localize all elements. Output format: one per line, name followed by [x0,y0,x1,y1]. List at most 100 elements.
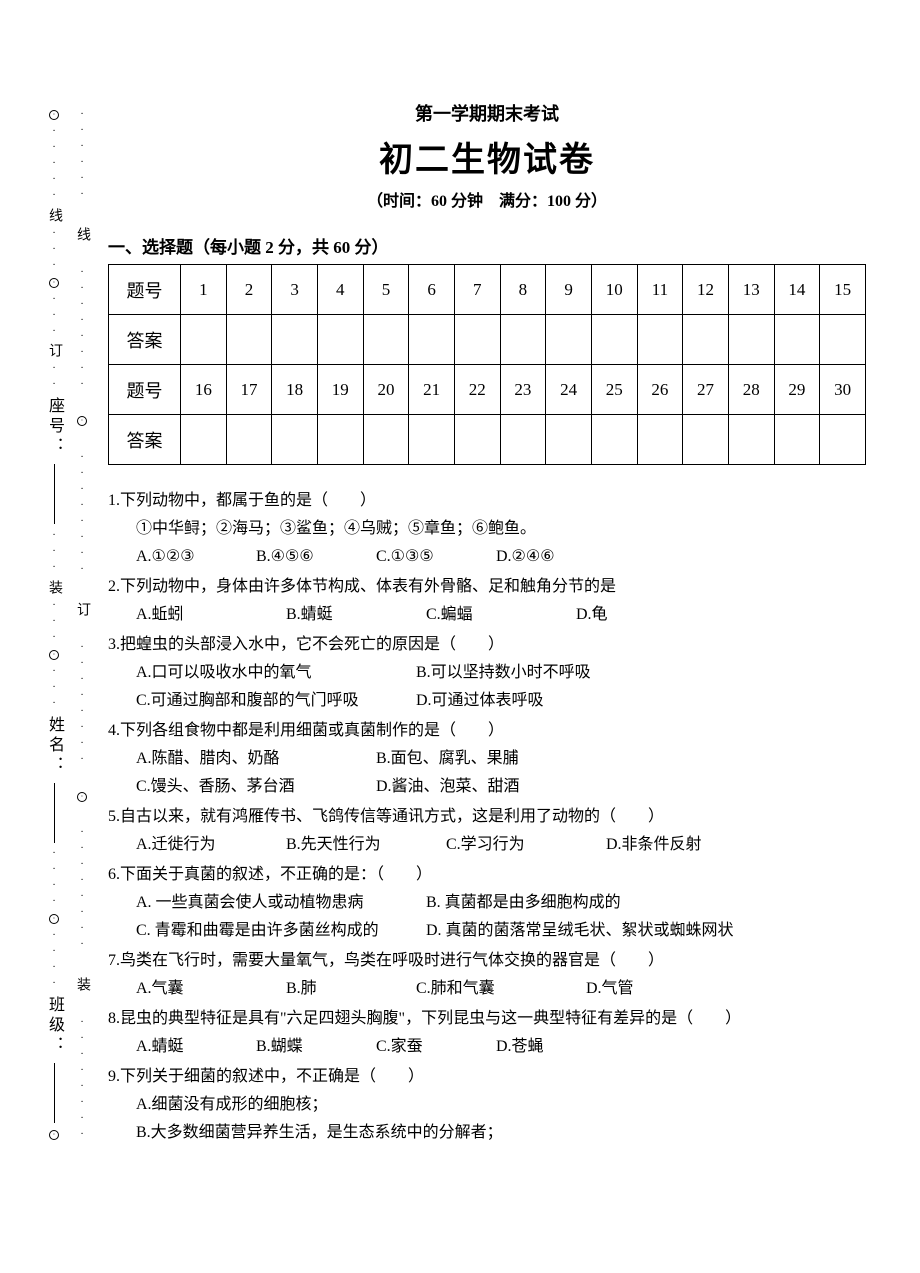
table-row: 题号 16 17 18 19 20 21 22 23 24 25 26 27 2… [109,365,866,415]
question-stem: 8.昆虫的典型特征是具有"六足四翅头胸腹"，下列昆虫与这一典型特征有差异的是（ … [108,1005,866,1033]
option: A.迁徙行为 [136,831,286,859]
answer-cell[interactable] [728,315,774,365]
questions-block: 1.下列动物中，都属于鱼的是（ ）①中华鲟；②海马；③鲨鱼；④乌贼；⑤章鱼；⑥鲍… [108,487,866,1147]
question-stem: 5.自古以来，就有鸿雁传书、飞鸽传信等通讯方式，这是利用了动物的（ ） [108,803,866,831]
question-2: 2.下列动物中，身体由许多体节构成、体表有外骨骼、足和触角分节的是A.蚯蚓B.蜻… [108,573,866,629]
option: D. 真菌的菌落常呈绒毛状、絮状或蜘蛛网状 [426,917,806,945]
header-subtitle: 第一学期期末考试 [108,100,866,126]
q-num: 8 [500,265,546,315]
answer-cell[interactable] [500,315,546,365]
question-options: A.口可以吸收水中的氧气B.可以坚持数小时不呼吸 [108,659,866,687]
answer-cell[interactable] [409,315,455,365]
answer-cell[interactable] [683,315,729,365]
answer-cell[interactable] [226,415,272,465]
answer-cell[interactable] [454,315,500,365]
answer-cell[interactable] [181,315,227,365]
exam-header: 第一学期期末考试 初二生物试卷 （时间：60 分钟 满分：100 分） [108,100,866,211]
option: A.蚯蚓 [136,601,286,629]
q-num: 13 [728,265,774,315]
answer-cell[interactable] [683,415,729,465]
answer-cell[interactable] [546,415,592,465]
answer-cell[interactable] [226,315,272,365]
option: A.口可以吸收水中的氧气 [136,659,416,687]
answer-cell[interactable] [409,415,455,465]
option: D.酱油、泡菜、甜酒 [376,773,596,801]
question-6: 6.下面关于真菌的叙述，不正确的是：（ ）A. 一些真菌会使人或动植物患病B. … [108,861,866,945]
answer-cell[interactable] [546,315,592,365]
question-7: 7.鸟类在飞行时，需要大量氧气，鸟类在呼吸时进行气体交换的器官是（ ）A.气囊B… [108,947,866,1003]
question-options: A.①②③B.④⑤⑥C.①③⑤D.②④⑥ [108,543,866,571]
answer-cell[interactable] [591,315,637,365]
answer-cell[interactable] [272,415,318,465]
question-options: A.迁徙行为B.先天性行为C.学习行为D.非条件反射 [108,831,866,859]
q-num: 27 [683,365,729,415]
option: A. 一些真菌会使人或动植物患病 [136,889,426,917]
q-num: 24 [546,365,592,415]
option: C.学习行为 [446,831,606,859]
answer-cell[interactable] [774,415,820,465]
q-num: 15 [820,265,866,315]
question-stem: 9.下列关于细菌的叙述中，不正确是（ ） [108,1063,866,1091]
name-label: 姓名： [42,716,66,776]
answer-cell[interactable] [591,415,637,465]
q-num: 25 [591,365,637,415]
q-num: 10 [591,265,637,315]
q-num: 7 [454,265,500,315]
question-options: C.可通过胸部和腹部的气门呼吸D.可通过体表呼吸 [108,687,866,715]
option: B.先天性行为 [286,831,446,859]
q-num: 30 [820,365,866,415]
question-5: 5.自古以来，就有鸿雁传书、飞鸽传信等通讯方式，这是利用了动物的（ ）A.迁徙行… [108,803,866,859]
q-num: 3 [272,265,318,315]
q-num: 23 [500,365,546,415]
row-label: 题号 [109,365,181,415]
answer-cell[interactable] [820,415,866,465]
option: C.蝙蝠 [426,601,576,629]
question-8: 8.昆虫的典型特征是具有"六足四翅头胸腹"，下列昆虫与这一典型特征有差异的是（ … [108,1005,866,1061]
answer-cell[interactable] [820,315,866,365]
q-num: 14 [774,265,820,315]
question-stem: 3.把蝗虫的头部浸入水中，它不会死亡的原因是（ ） [108,631,866,659]
option: C.家蚕 [376,1033,496,1061]
q-num: 6 [409,265,455,315]
answer-cell[interactable] [181,415,227,465]
answer-cell[interactable] [500,415,546,465]
answer-cell[interactable] [317,315,363,365]
question-3: 3.把蝗虫的头部浸入水中，它不会死亡的原因是（ ）A.口可以吸收水中的氧气B.可… [108,631,866,715]
option: C. 青霉和曲霉是由许多菌丝构成的 [136,917,426,945]
page-content: 第一学期期末考试 初二生物试卷 （时间：60 分钟 满分：100 分） 一、选择… [108,100,866,1149]
option: B.肺 [286,975,416,1003]
question-options: C.馒头、香肠、茅台酒D.酱油、泡菜、甜酒 [108,773,866,801]
answer-cell[interactable] [774,315,820,365]
q-num: 1 [181,265,227,315]
option: B.蜻蜓 [286,601,426,629]
answer-cell[interactable] [637,415,683,465]
option: B.④⑤⑥ [256,543,376,571]
question-stem: 4.下列各组食物中都是利用细菌或真菌制作的是（ ） [108,717,866,745]
answer-cell[interactable] [317,415,363,465]
row-label: 题号 [109,265,181,315]
option: A.气囊 [136,975,286,1003]
table-row: 题号 1 2 3 4 5 6 7 8 9 10 11 12 13 14 15 [109,265,866,315]
question-options: A.气囊B.肺C.肺和气囊D.气管 [108,975,866,1003]
q-num: 11 [637,265,683,315]
answer-cell[interactable] [637,315,683,365]
option: D.苍蝇 [496,1033,596,1061]
q-num: 28 [728,365,774,415]
answer-cell[interactable] [363,415,409,465]
option: D.②④⑥ [496,543,616,571]
answer-cell[interactable] [272,315,318,365]
q-num: 16 [181,365,227,415]
option: D.气管 [586,975,686,1003]
answer-cell[interactable] [454,415,500,465]
binding-sidebar: ······线·······订··座号：···装·······姓名：······… [40,110,96,1140]
option: A.蜻蜓 [136,1033,256,1061]
option: C.可通过胸部和腹部的气门呼吸 [136,687,416,715]
answer-cell[interactable] [728,415,774,465]
answer-cell[interactable] [363,315,409,365]
row-label: 答案 [109,415,181,465]
row-label: 答案 [109,315,181,365]
question-stem: 1.下列动物中，都属于鱼的是（ ） [108,487,866,515]
option: D.可通过体表呼吸 [416,687,616,715]
question-stem: 2.下列动物中，身体由许多体节构成、体表有外骨骼、足和触角分节的是 [108,573,866,601]
q-num: 18 [272,365,318,415]
